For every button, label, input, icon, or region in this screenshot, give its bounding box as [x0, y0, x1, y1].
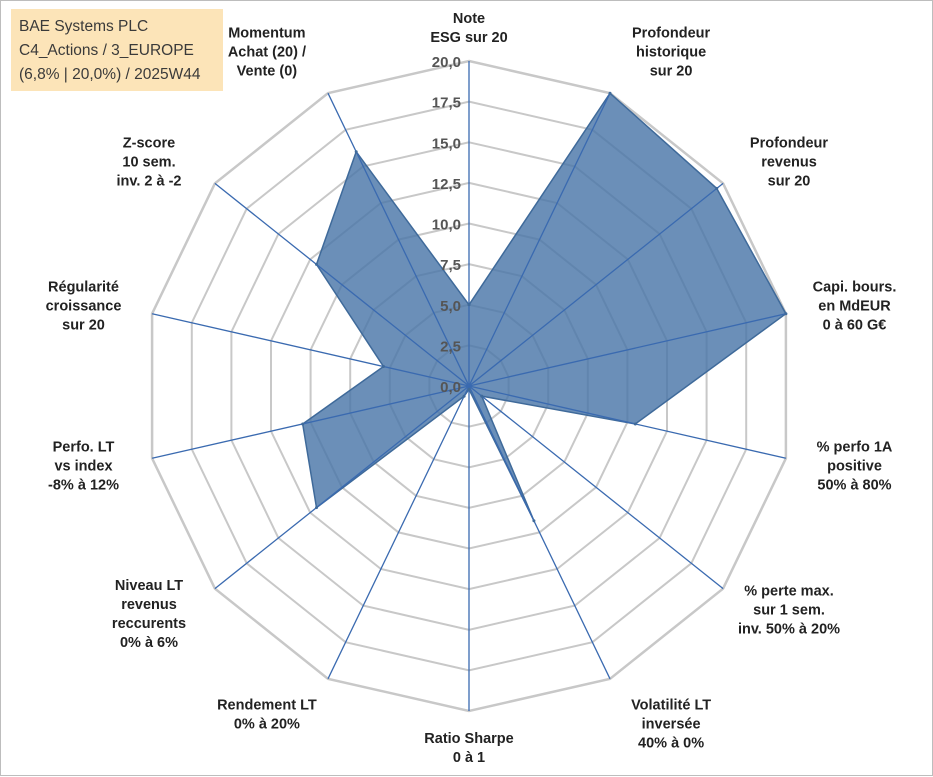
axis-spoke-5 — [468, 385, 787, 459]
axis-label-line: 0% à 20% — [234, 716, 300, 732]
axis-spoke-7 — [468, 385, 611, 680]
data-point-7 — [532, 519, 536, 523]
axis-label-line: inv. 50% à 20% — [738, 621, 840, 637]
tick-label-8: 20,0 — [432, 54, 461, 71]
data-point-2 — [608, 91, 612, 95]
axis-label-line: Perfo. LT — [53, 439, 115, 455]
axis-label-line: sur 1 sem. — [753, 602, 825, 618]
axis-spoke-4 — [468, 313, 787, 387]
axis-label-line: Z-score — [123, 136, 175, 152]
axis-spoke-11 — [151, 385, 470, 459]
data-point-5 — [633, 422, 637, 426]
title-weights-week: (6,8% | 20,0%) / 2025W44 — [19, 66, 201, 83]
axis-label-line: Volatilité LT — [631, 697, 711, 713]
axis-spoke-14 — [327, 92, 470, 387]
tick-label-4: 10,0 — [432, 217, 461, 234]
tick-label-6: 15,0 — [432, 135, 461, 152]
axis-spoke-12 — [151, 313, 470, 387]
axis-label-7: Volatilité LT inversée 40% à 0% — [631, 697, 711, 751]
tick-label-5: 12,5 — [432, 176, 461, 193]
axis-label-line: revenus — [121, 597, 177, 613]
axis-label-6: % perte max. sur 1 sem. inv. 50% à 20% — [738, 583, 840, 637]
data-point-3 — [715, 186, 719, 190]
axis-spoke-6 — [468, 385, 724, 590]
axis-label-line: 0 à 1 — [453, 750, 485, 766]
axis-label-line: revenus — [761, 155, 817, 171]
axis-label-1: Note ESG sur 20 — [430, 11, 507, 46]
axis-label-line: 40% à 0% — [638, 735, 704, 751]
axis-spoke-9 — [327, 385, 470, 680]
axis-label-line: ESG sur 20 — [430, 30, 507, 46]
tick-label-3: 7,5 — [440, 257, 461, 274]
axis-label-line: inversée — [642, 716, 701, 732]
axis-label-line: sur 20 — [62, 318, 105, 334]
data-point-6 — [480, 394, 484, 398]
tick-label-1: 2,5 — [440, 338, 461, 355]
axis-label-line: Profondeur — [750, 136, 828, 152]
axis-label-line: Capi. bours. — [813, 280, 897, 296]
tick-label-0: 0,0 — [440, 379, 461, 396]
axis-label-8: Ratio Sharpe 0 à 1 — [424, 731, 513, 766]
axis-label-9: Rendement LT 0% à 20% — [217, 697, 317, 732]
axis-label-line: vs index — [54, 458, 112, 474]
data-point-9 — [462, 394, 466, 398]
axis-label-13: Z-score 10 sem. inv. 2 à -2 — [116, 136, 181, 190]
axis-label-line: 50% à 80% — [817, 477, 891, 493]
axis-label-line: Régularité — [48, 280, 119, 296]
axis-label-line: % perfo 1A — [817, 439, 893, 455]
title-category: C4_Actions / 3_EUROPE — [19, 42, 194, 59]
axis-label-line: Niveau LT — [115, 578, 183, 594]
axis-spoke-2 — [468, 92, 611, 387]
axis-label-11: Perfo. LT vs index -8% à 12% — [48, 439, 119, 493]
axis-label-10: Niveau LT revenus reccurents 0% à 6% — [112, 578, 186, 651]
axis-label-4: Capi. bours. en MdEUR 0 à 60 G€ — [813, 280, 897, 334]
axis-label-line: 0 à 60 G€ — [823, 318, 887, 334]
axis-label-12: Régularité croissance sur 20 — [46, 280, 122, 334]
data-point-13 — [315, 262, 318, 266]
tick-label-7: 17,5 — [432, 95, 461, 112]
title-company: BAE Systems PLC — [19, 18, 149, 35]
axis-spoke-3 — [468, 182, 724, 387]
axis-label-line: historique — [636, 45, 706, 61]
axis-label-line: Ratio Sharpe — [424, 731, 513, 747]
axis-label-line: -8% à 12% — [48, 477, 119, 493]
axis-label-line: sur 20 — [768, 174, 811, 190]
data-point-12 — [382, 365, 385, 368]
axis-label-line: Note — [453, 11, 485, 27]
axis-label-line: en MdEUR — [818, 299, 891, 315]
axis-label-5: % perfo 1A positive 50% à 80% — [817, 439, 893, 493]
data-point-1 — [467, 303, 471, 307]
data-point-4 — [784, 312, 788, 316]
axis-label-line: Vente (0) — [237, 64, 298, 80]
tick-label-2: 5,0 — [440, 298, 461, 315]
axis-label-14: Momentum Achat (20) / Vente (0) — [228, 26, 306, 80]
axis-label-line: % perte max. — [744, 583, 833, 599]
axis-spoke-13 — [214, 182, 470, 387]
axis-label-line: Momentum — [228, 26, 305, 42]
axis-label-line: sur 20 — [650, 64, 693, 80]
axis-label-line: Profondeur — [632, 26, 710, 42]
axis-label-line: reccurents — [112, 616, 186, 632]
axis-label-line: 10 sem. — [122, 155, 175, 171]
axis-label-line: 0% à 6% — [120, 635, 178, 651]
data-area — [301, 92, 787, 522]
axis-label-line: inv. 2 à -2 — [116, 174, 181, 190]
axis-label-2: Profondeur historique sur 20 — [632, 26, 710, 80]
axis-label-line: Achat (20) / — [228, 45, 306, 61]
data-point-10 — [315, 506, 318, 510]
axis-label-line: positive — [827, 458, 882, 474]
data-point-8 — [467, 387, 471, 391]
axis-label-line: croissance — [46, 299, 122, 315]
axis-spoke-10 — [214, 385, 470, 590]
title-box: BAE Systems PLC C4_Actions / 3_EUROPE (6… — [11, 9, 223, 91]
data-point-11 — [301, 422, 305, 426]
data-point-14 — [354, 150, 358, 154]
axis-label-3: Profondeur revenus sur 20 — [750, 136, 828, 190]
axis-label-line: Rendement LT — [217, 697, 317, 713]
